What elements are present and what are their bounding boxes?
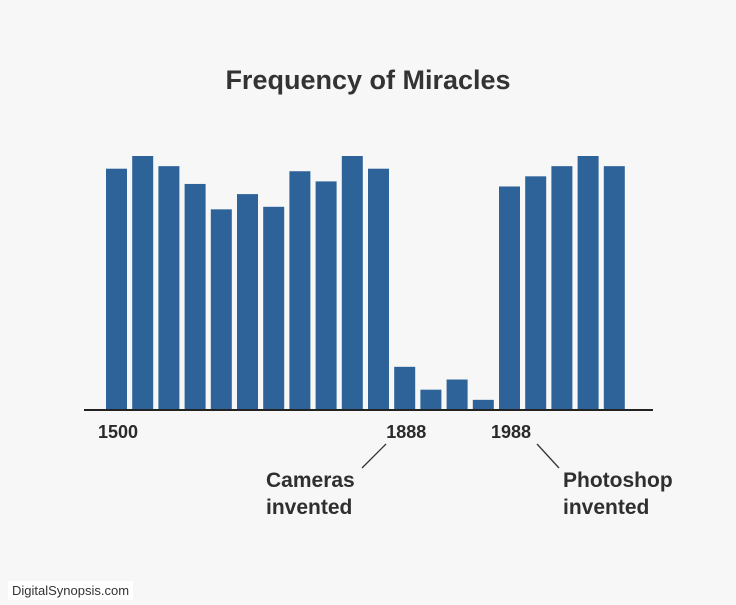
bar bbox=[499, 186, 520, 410]
bar bbox=[315, 181, 337, 410]
bar bbox=[158, 166, 180, 410]
bar bbox=[237, 194, 258, 410]
annotation-line: Cameras bbox=[266, 469, 355, 492]
bar bbox=[603, 166, 625, 410]
annotation-line: invented bbox=[563, 496, 649, 519]
tick-label: 1500 bbox=[98, 422, 138, 442]
tick-labels-group: 1500 1888 1988 bbox=[98, 422, 531, 442]
bar bbox=[577, 156, 599, 410]
annotation-leader-line bbox=[361, 443, 387, 469]
tick-label: 1988 bbox=[491, 422, 531, 442]
bars-group bbox=[106, 156, 625, 410]
bar bbox=[210, 209, 232, 410]
bar bbox=[368, 168, 389, 410]
chart-title: Frequency of Miracles bbox=[225, 65, 510, 95]
bar bbox=[525, 176, 547, 410]
bar bbox=[446, 379, 468, 410]
annotation-line: Photoshop bbox=[563, 469, 673, 492]
bar bbox=[394, 366, 416, 410]
annotation-leader-line bbox=[536, 443, 560, 469]
bar bbox=[551, 166, 573, 410]
bar bbox=[263, 206, 285, 410]
bar bbox=[184, 183, 206, 410]
bar bbox=[106, 168, 127, 410]
tick-label: 1888 bbox=[386, 422, 426, 442]
annotation-photoshop: Photoshop invented bbox=[536, 443, 673, 519]
bar bbox=[472, 399, 494, 410]
bar bbox=[132, 156, 154, 410]
annotation-line: invented bbox=[266, 496, 352, 519]
bar bbox=[289, 171, 311, 410]
annotation-cameras: Cameras invented bbox=[266, 443, 387, 519]
site-credit: DigitalSynopsis.com bbox=[8, 581, 134, 600]
bar bbox=[341, 156, 363, 410]
bar bbox=[420, 389, 442, 410]
